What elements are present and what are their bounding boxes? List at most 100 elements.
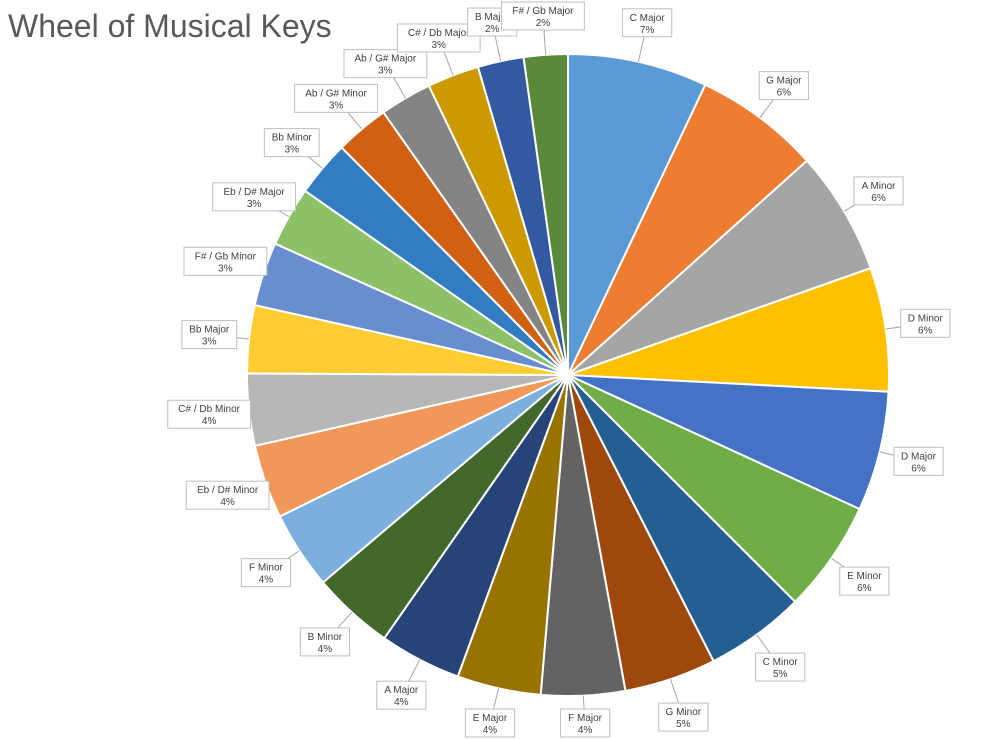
slice-percent: 2% — [536, 18, 551, 29]
label-box — [501, 1, 585, 31]
slice-label: B Minor — [308, 632, 343, 643]
slice-label: G Minor — [666, 707, 702, 718]
slice-percent: 4% — [259, 575, 274, 586]
slice-percent: 3% — [218, 263, 233, 274]
slice-label: E Minor — [847, 571, 882, 582]
label-box — [263, 128, 320, 158]
slice-label: D Minor — [908, 313, 944, 324]
label-box — [343, 49, 428, 79]
label-box — [755, 652, 806, 682]
slice-label: C# / Db Minor — [178, 404, 240, 415]
label-box — [376, 680, 427, 710]
slice-label: F Major — [568, 713, 603, 724]
pie-slices — [245, 52, 890, 697]
pie-slice — [567, 159, 872, 376]
slice-percent: 6% — [857, 583, 872, 594]
slice-label: F Minor — [249, 563, 284, 574]
label-box — [185, 480, 270, 510]
label-box — [181, 320, 238, 350]
label-box — [240, 558, 292, 588]
slice-percent: 3% — [431, 40, 446, 51]
slice-percent: 4% — [220, 497, 235, 508]
slice-label: C Minor — [763, 657, 799, 668]
slice-label: C Major — [630, 13, 666, 24]
label-box — [299, 627, 350, 657]
slice-percent: 6% — [777, 88, 792, 99]
label-box — [212, 182, 296, 212]
slice-percent: 3% — [285, 145, 300, 156]
slice-percent: 4% — [578, 725, 593, 736]
slice-label: A Major — [384, 685, 419, 696]
slice-percent: 2% — [485, 24, 500, 35]
slice-percent: 4% — [394, 697, 409, 708]
slice-label: Bb Minor — [272, 133, 313, 144]
slice-percent: 6% — [871, 193, 886, 204]
slice-label: Ab / G# Major — [355, 54, 417, 65]
slice-percent: 5% — [676, 719, 691, 730]
slice-label: F# / Gb Major — [512, 6, 574, 17]
slice-percent: 6% — [918, 325, 933, 336]
slice-label: Eb / D# Minor — [197, 485, 259, 496]
slice-label: C# / Db Major — [408, 28, 470, 39]
slice-percent: 4% — [318, 644, 333, 655]
slice-label: Ab / G# Minor — [305, 88, 367, 99]
label-box — [183, 246, 268, 276]
label-box — [464, 708, 516, 738]
label-box — [622, 8, 673, 38]
label-box — [900, 308, 951, 338]
slice-percent: 3% — [378, 66, 393, 77]
slice-percent: 7% — [640, 25, 655, 36]
pie-slice — [567, 266, 890, 393]
label-box — [559, 708, 611, 738]
chart-title: Wheel of Musical Keys — [8, 8, 332, 44]
slice-percent: 5% — [773, 669, 788, 680]
label-box — [839, 566, 890, 596]
slice-percent: 6% — [911, 463, 926, 474]
slice-label: D Major — [901, 451, 937, 462]
slice-label: Bb Major — [189, 325, 230, 336]
slice-percent: 3% — [247, 199, 262, 210]
slice-percent: 4% — [202, 416, 217, 427]
pie-slice — [567, 83, 809, 376]
pie-slice — [567, 374, 890, 511]
slice-label: F# / Gb Minor — [195, 251, 257, 262]
label-box — [294, 83, 378, 113]
slice-label: B Major — [475, 12, 510, 23]
label-box — [853, 176, 904, 206]
label-box — [758, 71, 809, 101]
label-box — [893, 446, 944, 476]
slice-label: E Major — [473, 713, 508, 724]
slice-percent: 3% — [202, 337, 217, 348]
label-box — [658, 702, 709, 732]
label-box — [396, 23, 481, 53]
slice-percent: 3% — [329, 100, 344, 111]
label-box — [167, 399, 252, 429]
slice-label: G Major — [766, 76, 802, 87]
